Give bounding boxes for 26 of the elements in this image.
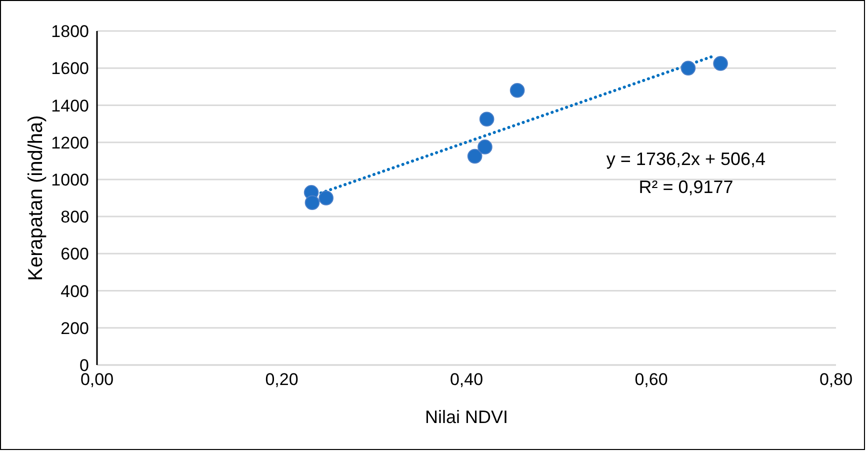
x-axis-title: Nilai NDVI xyxy=(424,407,508,427)
y-tick-label: 600 xyxy=(60,244,89,264)
annotation: y = 1736,2x + 506,4 xyxy=(605,149,767,170)
point xyxy=(510,82,525,98)
x-tick-label: 0,80 xyxy=(819,370,853,390)
annotation: R² = 0,9177 xyxy=(638,177,734,198)
y-tick-label: 1600 xyxy=(51,59,89,78)
y-tick-label: 200 xyxy=(60,318,89,338)
x-tick-label: 0,60 xyxy=(634,370,668,390)
y-tick-label: 1000 xyxy=(51,170,89,190)
y-tick-label: 400 xyxy=(60,282,89,301)
x-tick-label: 0,20 xyxy=(265,370,298,390)
y-tick-label: 1400 xyxy=(51,96,89,116)
point xyxy=(304,195,320,210)
y-tick-label: 800 xyxy=(60,208,89,227)
x-tick-label: 0,00 xyxy=(80,370,114,390)
point xyxy=(479,112,494,127)
point xyxy=(318,190,334,206)
y-axis-title: Kerapatan (ind/ha) xyxy=(25,115,48,281)
point xyxy=(467,148,482,164)
y-tick-label: 1800 xyxy=(51,22,89,42)
point xyxy=(478,140,492,154)
x-tick-label: 0,40 xyxy=(450,370,484,390)
y-tick-label: 1200 xyxy=(51,133,89,152)
point xyxy=(713,56,728,71)
point xyxy=(680,60,696,76)
